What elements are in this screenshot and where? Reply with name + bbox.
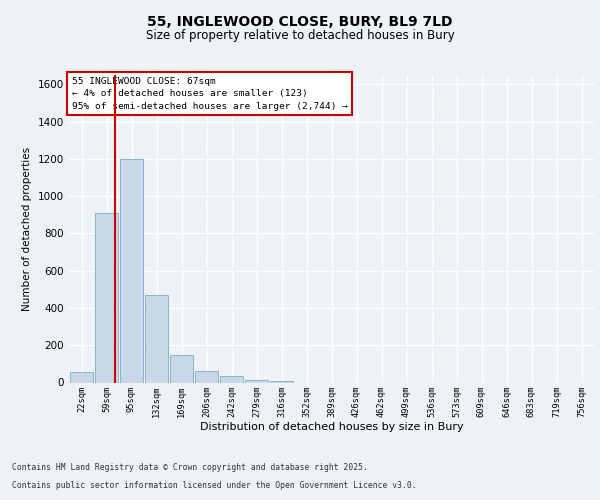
Bar	[194, 372, 218, 382]
Text: 55 INGLEWOOD CLOSE: 67sqm
← 4% of detached houses are smaller (123)
95% of semi-: 55 INGLEWOOD CLOSE: 67sqm ← 4% of detach…	[71, 76, 347, 110]
X-axis label: Distribution of detached houses by size in Bury: Distribution of detached houses by size …	[200, 422, 463, 432]
Bar	[269, 380, 293, 382]
Text: Size of property relative to detached houses in Bury: Size of property relative to detached ho…	[146, 30, 454, 43]
Text: Contains HM Land Registry data © Crown copyright and database right 2025.: Contains HM Land Registry data © Crown c…	[12, 462, 368, 471]
Bar	[95, 213, 118, 382]
Bar	[245, 380, 268, 382]
Text: 55, INGLEWOOD CLOSE, BURY, BL9 7LD: 55, INGLEWOOD CLOSE, BURY, BL9 7LD	[147, 16, 453, 30]
Text: Contains public sector information licensed under the Open Government Licence v3: Contains public sector information licen…	[12, 481, 416, 490]
Bar	[119, 159, 143, 382]
Bar	[145, 295, 169, 382]
Bar	[170, 354, 193, 382]
Y-axis label: Number of detached properties: Number of detached properties	[22, 146, 32, 311]
Bar	[70, 372, 94, 382]
Bar	[220, 376, 244, 382]
